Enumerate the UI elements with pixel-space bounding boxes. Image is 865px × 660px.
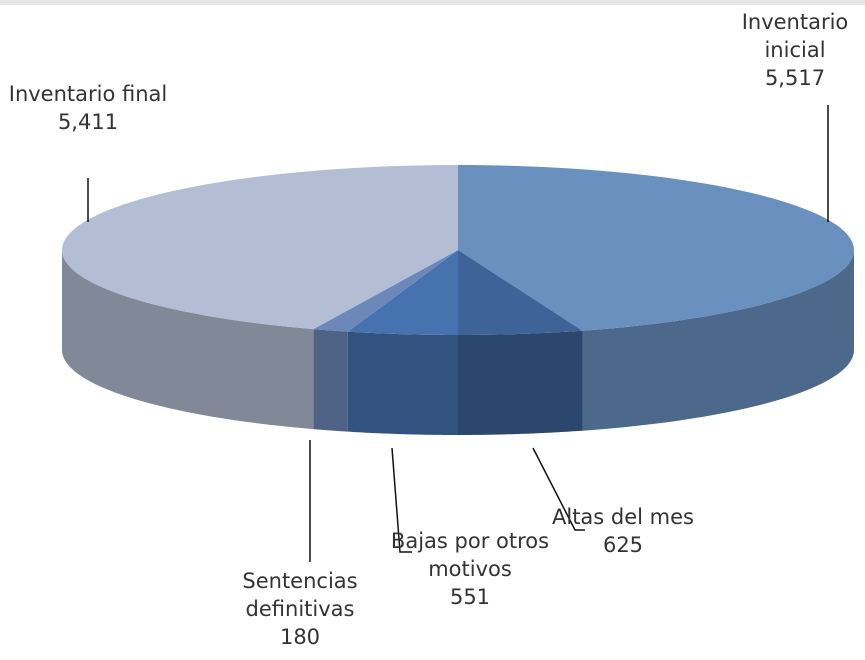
leader-line	[391, 447, 412, 553]
pie	[62, 165, 854, 435]
slice	[458, 165, 854, 331]
label-value: 551	[449, 585, 491, 609]
sides	[62, 250, 854, 435]
slice	[458, 250, 583, 335]
label-value: 5,411	[57, 110, 119, 134]
label-name: Sentencias definitivas	[242, 569, 358, 621]
data-label: Inventario inicial 5,517	[730, 8, 860, 92]
label-name: Inventario inicial	[741, 10, 849, 62]
slice	[313, 250, 458, 332]
top-band	[0, 0, 865, 5]
slice-side	[458, 330, 583, 435]
data-label: Sentencias definitivas 180	[215, 567, 385, 651]
slice	[347, 250, 458, 335]
slice-side	[313, 329, 348, 432]
label-name: Altas del mes	[552, 505, 694, 529]
leader-lines	[87, 105, 829, 562]
slice-side	[347, 331, 458, 435]
label-name: Bajas por otros motivos	[390, 529, 550, 581]
data-label: Inventario final 5,411	[8, 80, 168, 136]
tops	[62, 165, 854, 335]
slice-side	[582, 250, 854, 431]
label-value: 625	[602, 533, 644, 557]
data-label: Bajas por otros motivos 551	[390, 527, 550, 611]
label-value: 5,517	[764, 66, 826, 90]
label-name: Inventario final	[8, 82, 168, 106]
data-label: Altas del mes 625	[548, 503, 698, 559]
leader-line	[532, 447, 585, 531]
label-value: 180	[279, 625, 321, 649]
slice	[62, 165, 459, 330]
slice-side	[62, 250, 314, 430]
